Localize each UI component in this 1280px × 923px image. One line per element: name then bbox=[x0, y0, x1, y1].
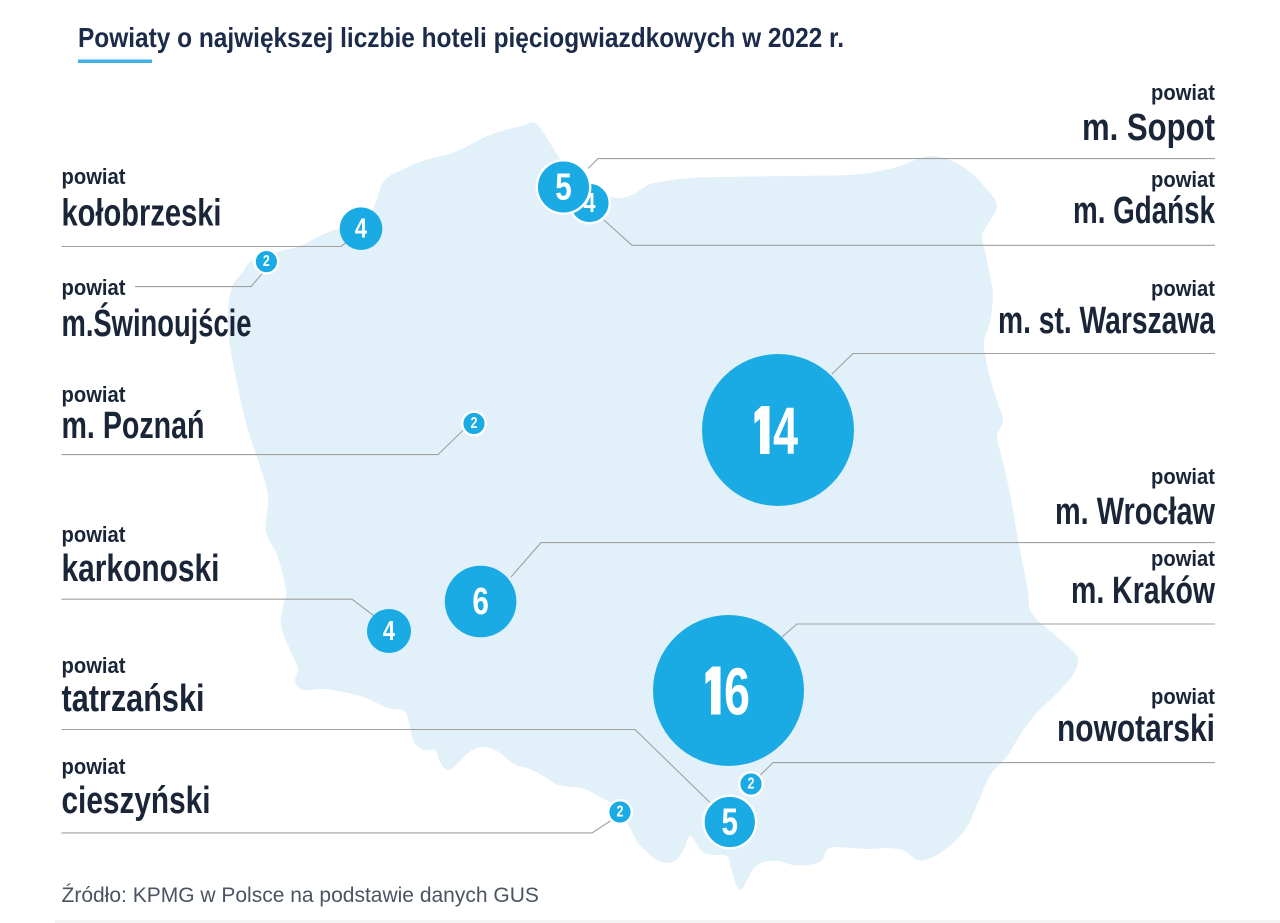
svg-text:4: 4 bbox=[355, 213, 367, 244]
svg-text:2: 2 bbox=[617, 803, 624, 821]
svg-text:powiat: powiat bbox=[62, 754, 127, 779]
svg-text:6: 6 bbox=[724, 655, 750, 730]
svg-text:Powiaty o największej liczbie: Powiaty o największej liczbie hoteli pię… bbox=[78, 22, 844, 53]
svg-text:m.Świnoujście: m.Świnoujście bbox=[62, 301, 252, 345]
svg-text:kołobrzeski: kołobrzeski bbox=[62, 193, 222, 235]
svg-text:powiat: powiat bbox=[1151, 464, 1216, 489]
svg-text:powiat: powiat bbox=[62, 522, 127, 547]
svg-text:powiat: powiat bbox=[1151, 167, 1216, 192]
svg-text:Źródło: KPMG w Polsce na podst: Źródło: KPMG w Polsce na podstawie danyc… bbox=[62, 884, 539, 907]
svg-text:6: 6 bbox=[472, 580, 488, 622]
svg-text:5: 5 bbox=[722, 801, 738, 843]
svg-text:m. st. Warszawa: m. st. Warszawa bbox=[998, 300, 1216, 342]
svg-text:powiat: powiat bbox=[62, 275, 127, 300]
svg-text:5: 5 bbox=[555, 166, 571, 208]
svg-text:m. Wrocław: m. Wrocław bbox=[1055, 491, 1215, 533]
svg-text:powiat: powiat bbox=[62, 382, 127, 407]
svg-text:m. Poznań: m. Poznań bbox=[62, 405, 205, 447]
svg-text:powiat: powiat bbox=[1151, 546, 1216, 571]
svg-text:powiat: powiat bbox=[1151, 276, 1216, 301]
svg-text:powiat: powiat bbox=[1151, 80, 1216, 105]
svg-text:m. Sopot: m. Sopot bbox=[1082, 107, 1215, 149]
svg-text:powiat: powiat bbox=[62, 164, 127, 189]
svg-text:powiat: powiat bbox=[62, 653, 127, 678]
svg-text:karkonoski: karkonoski bbox=[62, 548, 220, 590]
svg-text:m. Gdańsk: m. Gdańsk bbox=[1073, 190, 1216, 232]
svg-text:cieszyński: cieszyński bbox=[62, 780, 211, 822]
svg-text:powiat: powiat bbox=[1151, 684, 1216, 709]
svg-text:2: 2 bbox=[748, 775, 755, 793]
svg-text:2: 2 bbox=[263, 253, 270, 271]
svg-text:4: 4 bbox=[773, 394, 798, 469]
svg-text:4: 4 bbox=[383, 615, 395, 646]
svg-text:nowotarski: nowotarski bbox=[1057, 708, 1215, 750]
svg-text:2: 2 bbox=[471, 415, 478, 433]
svg-text:m. Kraków: m. Kraków bbox=[1071, 570, 1215, 612]
svg-text:tatrzański: tatrzański bbox=[62, 678, 205, 720]
